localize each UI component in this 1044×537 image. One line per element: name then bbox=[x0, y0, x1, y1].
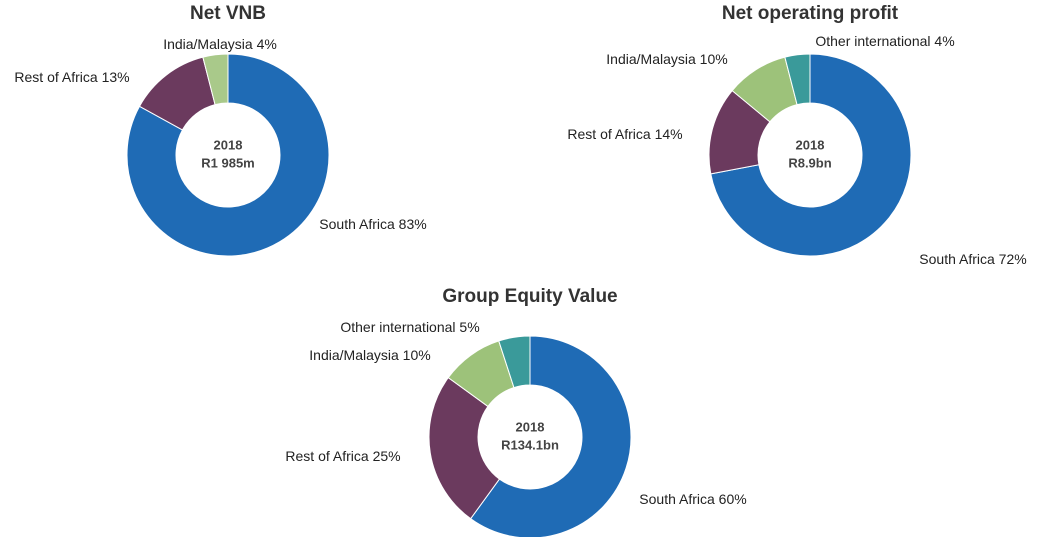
center-label: 2018 bbox=[516, 419, 545, 434]
slice-value: 10% bbox=[700, 51, 728, 67]
slice-label: South Africa 83% bbox=[319, 216, 426, 232]
center-label: R1 985m bbox=[201, 155, 254, 170]
center-label: 2018 bbox=[214, 137, 243, 152]
slice-label: Rest of Africa 13% bbox=[14, 69, 129, 85]
slice-category: Rest of Africa bbox=[567, 126, 650, 142]
slice-value: 83% bbox=[399, 216, 427, 232]
slice-label: Other international 4% bbox=[815, 33, 954, 49]
slice-value: 72% bbox=[999, 251, 1027, 267]
slice-value: 4% bbox=[934, 33, 954, 49]
donut-slice bbox=[710, 53, 912, 257]
chart-title: Net VNB bbox=[190, 3, 266, 24]
center-label: R134.1bn bbox=[501, 437, 559, 452]
donut-slice bbox=[469, 335, 632, 537]
slice-value: 60% bbox=[719, 491, 747, 507]
slice-label: India/Malaysia 10% bbox=[309, 347, 430, 363]
slice-category: South Africa bbox=[639, 491, 715, 507]
slice-label: Other international 5% bbox=[340, 319, 479, 335]
slice-value: 10% bbox=[403, 347, 431, 363]
slice-value: 4% bbox=[257, 36, 277, 52]
slice-category: Other international bbox=[340, 319, 455, 335]
donut-slice bbox=[126, 53, 330, 257]
slice-category: India/Malaysia bbox=[163, 36, 253, 52]
donut-slice bbox=[428, 376, 501, 520]
slice-label: South Africa 72% bbox=[919, 251, 1026, 267]
slice-value: 5% bbox=[459, 319, 479, 335]
slice-category: India/Malaysia bbox=[606, 51, 696, 67]
donut-slice bbox=[784, 53, 811, 106]
slice-category: Other international bbox=[815, 33, 930, 49]
slice-label: Rest of Africa 14% bbox=[567, 126, 682, 142]
slice-category: South Africa bbox=[319, 216, 395, 232]
slice-category: South Africa bbox=[919, 251, 995, 267]
slice-label: South Africa 60% bbox=[639, 491, 746, 507]
slice-category: India/Malaysia bbox=[309, 347, 399, 363]
slice-category: Rest of Africa bbox=[285, 448, 368, 464]
center-label: 2018 bbox=[796, 137, 825, 152]
slice-label: Rest of Africa 25% bbox=[285, 448, 400, 464]
center-label: R8.9bn bbox=[788, 155, 831, 170]
slice-value: 14% bbox=[655, 126, 683, 142]
slice-value: 13% bbox=[102, 69, 130, 85]
donut-slice bbox=[202, 53, 229, 106]
chart-title: Group Equity Value bbox=[442, 286, 617, 307]
donut-slice bbox=[498, 335, 531, 389]
slice-value: 25% bbox=[373, 448, 401, 464]
slice-category: Rest of Africa bbox=[14, 69, 97, 85]
chart-title: Net operating profit bbox=[722, 3, 899, 24]
slice-label: India/Malaysia 10% bbox=[606, 51, 727, 67]
slice-label: India/Malaysia 4% bbox=[163, 36, 277, 52]
